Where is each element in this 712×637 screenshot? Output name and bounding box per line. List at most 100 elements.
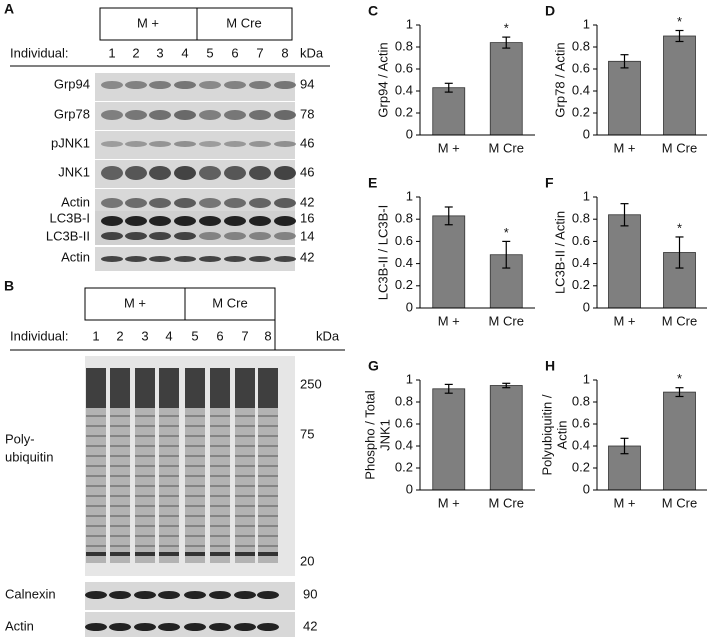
lane-label: 1 [92, 328, 99, 343]
band [235, 545, 255, 547]
y-tick-label: 0.4 [572, 437, 590, 452]
band [258, 515, 278, 517]
y-tick-label: 0.2 [395, 277, 413, 292]
row-label: LC3B-II [46, 228, 90, 243]
band [258, 425, 278, 427]
band [235, 515, 255, 517]
band [274, 166, 296, 180]
band [210, 475, 230, 477]
band [199, 198, 221, 208]
band [224, 81, 246, 89]
band [199, 166, 221, 180]
band [184, 591, 206, 599]
band [185, 505, 205, 507]
row-label: Grp78 [54, 106, 90, 121]
panel-label: F [545, 175, 554, 191]
kda-value: 42 [303, 618, 317, 633]
band [274, 198, 296, 208]
band [185, 445, 205, 447]
band [149, 216, 171, 226]
band [135, 545, 155, 547]
y-tick-label: 0 [406, 481, 413, 496]
y-tick-label: 1 [406, 188, 413, 203]
y-tick-label: 0.2 [572, 459, 590, 474]
band [258, 435, 278, 437]
band [174, 256, 196, 262]
band [209, 591, 231, 599]
band [159, 552, 179, 556]
band [185, 535, 205, 537]
band [185, 525, 205, 527]
band [224, 198, 246, 208]
band [158, 591, 180, 599]
band [199, 232, 221, 240]
band [224, 166, 246, 180]
band [174, 198, 196, 208]
band [110, 545, 130, 547]
band [125, 81, 147, 89]
band [185, 475, 205, 477]
x-tick-label: M Cre [489, 495, 524, 510]
band [86, 425, 106, 427]
band [110, 475, 130, 477]
band [185, 515, 205, 517]
band [224, 232, 246, 240]
y-tick-label: 0.4 [395, 255, 413, 270]
x-tick-label: M + [613, 313, 635, 328]
band [159, 425, 179, 427]
band [224, 141, 246, 147]
band [235, 552, 255, 556]
band [258, 525, 278, 527]
band [135, 465, 155, 467]
band [174, 141, 196, 147]
band [224, 110, 246, 120]
annotation: * [504, 225, 509, 240]
band [249, 216, 271, 226]
band [210, 445, 230, 447]
y-axis-label: Actin [554, 421, 569, 450]
band [209, 623, 231, 631]
x-tick-label: M + [438, 313, 460, 328]
row-label: Actin [61, 249, 90, 264]
band [135, 525, 155, 527]
band [274, 110, 296, 120]
band [159, 435, 179, 437]
y-tick-label: 0 [583, 126, 590, 141]
band [149, 166, 171, 180]
band [125, 216, 147, 226]
band [210, 545, 230, 547]
y-tick-label: 0.4 [572, 82, 590, 97]
band [86, 465, 106, 467]
bar [489, 385, 523, 491]
band [159, 505, 179, 507]
band [110, 505, 130, 507]
band [101, 198, 123, 208]
band [86, 475, 106, 477]
band [109, 623, 131, 631]
kda-value: 42 [300, 194, 314, 209]
band [159, 465, 179, 467]
band [86, 485, 106, 487]
band [86, 545, 106, 547]
lane-label: 4 [165, 328, 172, 343]
row-label: ubiquitin [5, 449, 53, 464]
bar [608, 214, 641, 309]
lane-label: 5 [206, 45, 213, 60]
kda-value: 90 [303, 586, 317, 601]
band [258, 415, 278, 417]
y-tick-label: 0.8 [395, 38, 413, 53]
band [110, 445, 130, 447]
band [249, 198, 271, 208]
lane-label: 3 [156, 45, 163, 60]
y-tick-label: 0.8 [572, 38, 590, 53]
band [249, 256, 271, 262]
group-box [196, 7, 293, 41]
panel-label: C [368, 3, 378, 19]
band [125, 232, 147, 240]
band [235, 525, 255, 527]
band [249, 166, 271, 180]
band [185, 415, 205, 417]
band [258, 495, 278, 497]
panel-label: H [545, 358, 555, 374]
